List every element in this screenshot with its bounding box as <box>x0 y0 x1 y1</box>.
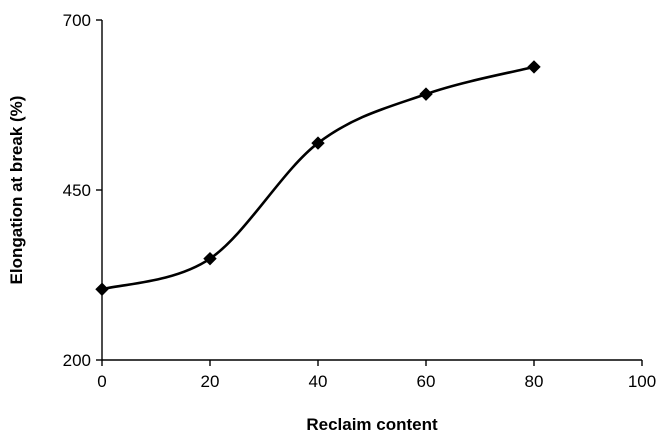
data-point-marker <box>203 251 217 266</box>
data-point-marker <box>527 60 541 74</box>
x-tick-label: 100 <box>628 372 656 391</box>
data-point-marker <box>95 282 109 296</box>
y-tick-label: 700 <box>63 11 91 30</box>
x-tick-label: 20 <box>201 372 220 391</box>
series-line <box>101 65 535 291</box>
y-ticks: 200 450 700 <box>63 11 102 370</box>
x-tick-label: 80 <box>525 372 544 391</box>
y-tick-label: 200 <box>63 351 91 370</box>
y-tick-label: 450 <box>63 181 91 200</box>
data-point-marker <box>311 136 325 150</box>
x-tick-label: 60 <box>417 372 436 391</box>
x-ticks: 0 20 40 60 80 100 <box>97 360 656 391</box>
data-point-marker <box>419 87 433 101</box>
axes <box>101 20 642 361</box>
x-tick-label: 0 <box>97 372 106 391</box>
series-layer <box>95 60 541 296</box>
x-axis-title: Reclaim content <box>306 415 438 434</box>
y-axis-title: Elongation at break (%) <box>7 96 26 285</box>
x-tick-label: 40 <box>309 372 328 391</box>
